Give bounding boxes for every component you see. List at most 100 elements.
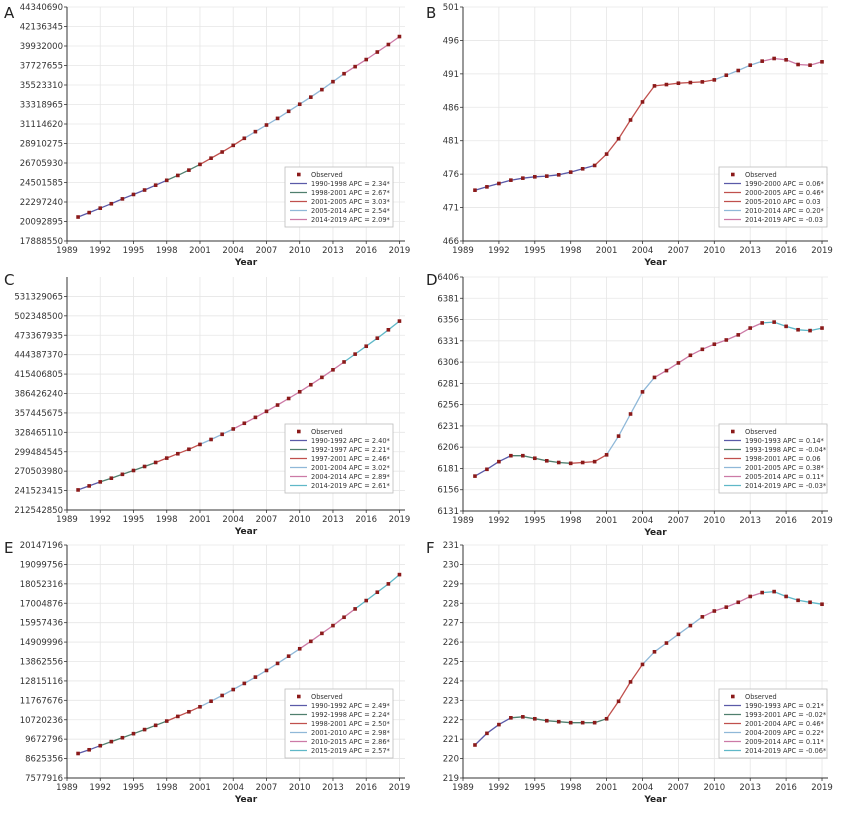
y-tick-label: 39932000 [20,42,63,52]
panel-letter-d: D [426,271,438,289]
y-tick-label: 6356 [437,316,459,326]
observed-point [521,715,525,719]
segment-line [243,73,345,139]
observed-point [231,143,236,148]
observed-point [286,109,291,114]
y-tick-label: 31114620 [20,120,63,130]
x-axis-title: Year [234,258,258,268]
segment-line [474,717,512,746]
panel-letter-b: B [426,4,437,22]
x-tick-label: 2007 [256,246,278,256]
segment-line [343,36,400,75]
y-tick-label: 473367935 [14,331,63,341]
observed-point [784,594,788,599]
observed-point [676,81,681,86]
observed-point [473,743,477,747]
observed-point [76,751,80,756]
y-tick-label: 6181 [437,464,459,474]
observed-point [820,602,824,607]
y-tick-label: 6206 [437,443,459,453]
legend-entry: 2000-2005 APC = 0.46* [745,189,825,197]
y-tick-label: 22297240 [20,198,63,208]
legend-entry: 1998-2001 APC = 2.50* [311,720,391,728]
x-tick-label: 2010 [703,246,725,256]
y-tick-label: 270503980 [14,467,63,477]
observed-point [760,321,764,325]
x-tick-label: 2019 [811,516,833,526]
y-tick-label: 6406 [437,273,459,283]
y-tick-label: 227 [443,619,459,629]
x-tick-label: 1995 [524,246,546,256]
x-tick-label: 2013 [322,246,344,256]
x-tick-label: 2004 [222,246,244,256]
observed-point [87,747,91,752]
observed-point [497,722,501,727]
observed-point [760,590,764,595]
y-tick-label: 471 [443,204,459,214]
observed-point [640,100,645,104]
legend-entry: 2014-2019 APC = -0.06* [745,747,827,755]
legend-entry: 1990-1992 APC = 2.40* [311,437,391,445]
observed-point [664,82,669,87]
observed-point [342,71,346,76]
x-tick-label: 2016 [355,246,377,256]
y-tick-label: 17888550 [20,237,63,247]
y-tick-label: 20092895 [20,218,63,228]
segment-line [642,616,703,665]
observed-point [353,64,357,69]
observed-point [700,80,705,84]
legend-observed-marker [297,172,301,177]
observed-point [297,389,302,394]
observed-point [664,641,669,645]
observed-point [616,434,621,438]
observed-point [286,654,291,658]
observed-point [592,163,597,168]
y-tick-label: 6131 [437,507,459,517]
observed-point [604,152,609,156]
legend-entry: 2009-2014 APC = 0.11* [745,738,825,746]
observed-point [353,607,357,611]
y-tick-label: 486 [443,103,459,113]
y-tick-label: 444387370 [14,351,63,361]
y-tick-label: 33318965 [20,101,63,111]
chart-panel-a: A 1989 1992 1995 1998 2001 2004 2007 2010 2013 20… [0,0,422,270]
x-tick-label: 2010 [289,246,311,256]
x-tick-label: 2001 [596,783,618,793]
x-tick-label: 2013 [739,246,761,256]
segment-line [510,455,571,464]
observed-point [688,80,693,85]
observed-point [253,415,258,420]
observed-point [724,73,729,77]
observed-point [98,743,103,748]
observed-point [700,347,705,352]
observed-point [497,459,501,464]
chart-panel-f: F 1989 1992 1995 1998 2001 2004 2007 2010 2013 20… [423,539,845,811]
x-tick-label: 2013 [739,516,761,526]
x-tick-label: 2019 [811,783,833,793]
x-tick-label: 2019 [389,783,411,793]
observed-point [309,95,313,99]
observed-point [253,675,258,679]
observed-point [592,720,597,725]
y-tick-label: 6231 [437,422,459,432]
observed-point [688,353,693,358]
observed-point [616,699,621,704]
x-tick-label: 2010 [703,516,725,526]
observed-point [521,176,525,180]
legend-entry: 1990-1998 APC = 2.34* [311,180,391,188]
legend-entry: 2001-2005 APC = 3.03* [311,198,391,206]
legend-entry: 2015-2019 APC = 2.57* [311,747,391,755]
observed-point [604,453,609,457]
panel-letter-c: C [4,271,15,289]
observed-point [397,34,402,39]
observed-point [309,639,313,644]
chart-a: 1989 1992 1995 1998 2001 2004 2007 2010 2013 2016… [20,3,411,268]
y-tick-label: 24501585 [20,179,63,189]
observed-point [220,432,224,437]
y-tick-label: 219 [443,774,459,784]
segment-line [343,320,400,363]
observed-point [209,699,213,704]
observed-point [580,460,585,465]
observed-point [676,632,681,637]
x-tick-label: 2004 [632,516,654,526]
